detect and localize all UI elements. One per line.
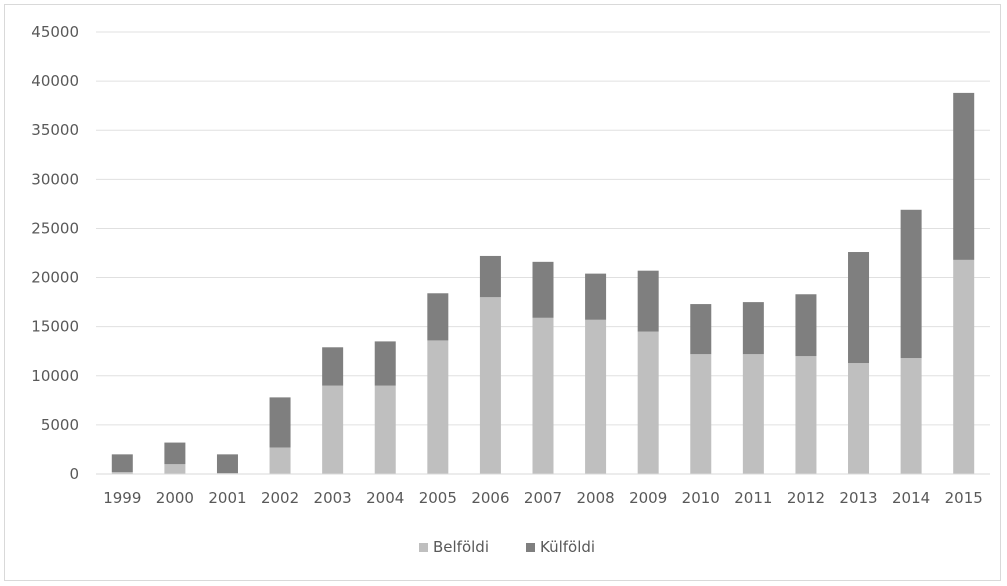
bar-kulfoldi-2011 xyxy=(742,302,764,355)
bar-belfoldi-2013 xyxy=(848,363,870,474)
chart-frame: 0 5000 10000 15000 20000 25000 30000 35000 40000… xyxy=(4,4,1001,581)
y-tick-label: 5000 xyxy=(41,416,79,434)
bar-belfoldi-2014 xyxy=(900,358,922,474)
bar-kulfoldi-2000 xyxy=(164,442,186,465)
bar-kulfoldi-2015 xyxy=(953,92,975,260)
bar-kulfoldi-2004 xyxy=(374,341,396,386)
bar-kulfoldi-2013 xyxy=(848,252,870,364)
bar-belfoldi-1999 xyxy=(111,472,133,474)
bar-kulfoldi-2006 xyxy=(479,255,501,298)
bar-belfoldi-2010 xyxy=(690,354,712,474)
bar-belfoldi-2005 xyxy=(427,340,449,474)
x-tick-label: 2015 xyxy=(945,489,983,507)
x-tick-label: 2005 xyxy=(419,489,457,507)
x-tick-label: 2006 xyxy=(471,489,509,507)
legend-swatch-kulfoldi xyxy=(526,543,535,552)
x-tick-label: 2003 xyxy=(314,489,352,507)
y-tick-label: 30000 xyxy=(31,170,79,188)
y-tick-label: 45000 xyxy=(31,23,79,41)
x-tick-label: 2007 xyxy=(524,489,562,507)
legend-label-kulfoldi: Külföldi xyxy=(540,538,595,556)
bar-kulfoldi-2009 xyxy=(637,270,659,332)
bar-kulfoldi-2005 xyxy=(427,293,449,341)
x-tick-label: 2010 xyxy=(682,489,720,507)
x-tick-label: 2001 xyxy=(208,489,246,507)
y-tick-label: 0 xyxy=(69,465,79,483)
y-tick-label: 25000 xyxy=(31,219,79,237)
x-tick-label: 2014 xyxy=(892,489,930,507)
bar-belfoldi-2002 xyxy=(269,447,291,474)
x-axis-tick-labels: 1999 2000 2001 2002 2003 2004 2005 2006 2007 2008… xyxy=(103,489,983,507)
x-tick-label: 2009 xyxy=(629,489,667,507)
y-tick-label: 10000 xyxy=(31,367,79,385)
x-tick-label: 1999 xyxy=(103,489,141,507)
bar-belfoldi-2009 xyxy=(637,331,659,474)
legend-swatch-belfoldi xyxy=(419,543,428,552)
bar-kulfoldi-2014 xyxy=(900,209,922,359)
legend: Belföldi Külföldi xyxy=(419,538,595,556)
y-tick-label: 35000 xyxy=(31,121,79,139)
bar-kulfoldi-2003 xyxy=(322,347,344,386)
y-tick-label: 40000 xyxy=(31,72,79,90)
bar-kulfoldi-2008 xyxy=(585,273,607,320)
y-tick-label: 15000 xyxy=(31,318,79,336)
bar-kulfoldi-2002 xyxy=(269,397,291,448)
x-tick-label: 2004 xyxy=(366,489,404,507)
y-axis-tick-labels: 0 5000 10000 15000 20000 25000 30000 35000 40000… xyxy=(31,23,79,483)
x-tick-label: 2011 xyxy=(734,489,772,507)
x-tick-label: 2000 xyxy=(156,489,194,507)
bar-belfoldi-2003 xyxy=(322,385,344,474)
bar-belfoldi-2011 xyxy=(742,354,764,474)
x-tick-label: 2008 xyxy=(576,489,614,507)
bar-kulfoldi-2012 xyxy=(795,294,817,357)
bar-kulfoldi-2007 xyxy=(532,261,554,318)
x-tick-label: 2002 xyxy=(261,489,299,507)
bar-kulfoldi-2010 xyxy=(690,304,712,355)
bar-kulfoldi-1999 xyxy=(111,454,133,473)
y-tick-label: 20000 xyxy=(31,269,79,287)
x-tick-label: 2012 xyxy=(787,489,825,507)
bar-belfoldi-2004 xyxy=(374,385,396,474)
stacked-bar-chart: 0 5000 10000 15000 20000 25000 30000 35000 40000… xyxy=(31,23,990,556)
bar-kulfoldi-2001 xyxy=(216,454,238,474)
bar-belfoldi-2012 xyxy=(795,356,817,474)
bar-belfoldi-2008 xyxy=(585,319,607,474)
bar-belfoldi-2006 xyxy=(479,297,501,474)
bar-belfoldi-2000 xyxy=(164,464,186,474)
gridlines xyxy=(96,31,990,426)
bars xyxy=(111,92,975,474)
x-tick-label: 2013 xyxy=(839,489,877,507)
bar-belfoldi-2007 xyxy=(532,317,554,474)
legend-label-belfoldi: Belföldi xyxy=(433,538,489,556)
bar-belfoldi-2015 xyxy=(953,259,975,474)
